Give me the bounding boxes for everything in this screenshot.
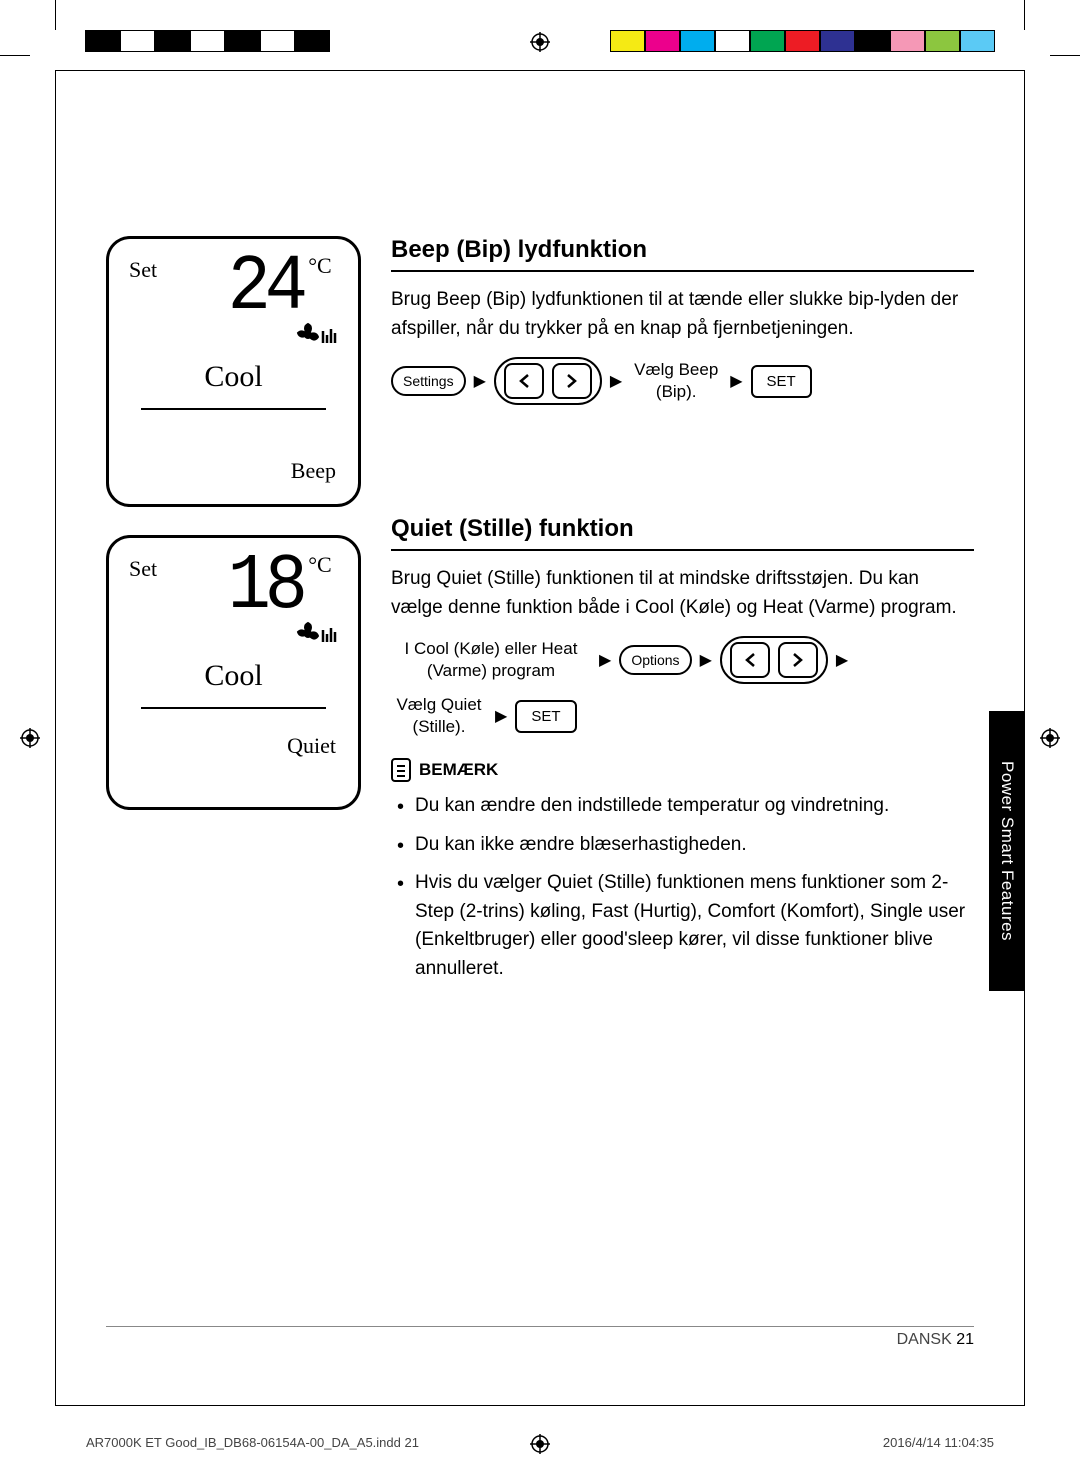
nav-buttons[interactable] — [720, 636, 828, 684]
note-item: Hvis du vælger Quiet (Stille) funktionen… — [397, 869, 974, 983]
page-footer: DANSK 21 — [897, 1331, 974, 1349]
instruction-flow: Settings ▶ ▶ Vælg Beep (Bip). ▶ SET — [391, 357, 974, 405]
section-title: Beep (Bip) lydfunktion — [391, 236, 974, 272]
side-tab: Power Smart Features — [989, 711, 1025, 991]
nav-buttons[interactable] — [494, 357, 602, 405]
arrow-icon: ▶ — [700, 650, 712, 670]
note-list: Du kan ændre den indstillede temperatur … — [391, 792, 974, 983]
registration-mark — [530, 32, 550, 52]
note-label: BEMÆRK — [419, 760, 498, 780]
registration-mark — [530, 1434, 550, 1454]
imprint-file: AR7000K ET Good_IB_DB68-06154A-00_DA_A5.… — [86, 1435, 419, 1450]
crop-mark — [55, 0, 56, 30]
section-body: Brug Quiet (Stille) funktionen til at mi… — [391, 565, 974, 622]
nav-right-icon[interactable] — [552, 363, 592, 399]
remote-display-quiet: Set 18 °C Cool Quiet — [106, 535, 361, 810]
right-column: Beep (Bip) lydfunktion Brug Beep (Bip) l… — [391, 236, 974, 1031]
flow-step-label: Vælg Quiet (Stille). — [391, 694, 487, 738]
set-button[interactable]: SET — [515, 700, 576, 733]
temperature-unit: °C — [308, 552, 331, 578]
footer-page-number: 21 — [956, 1331, 974, 1348]
crop-mark — [1024, 0, 1025, 30]
instruction-flow-1: I Cool (Køle) eller Heat (Varme) program… — [391, 636, 974, 684]
footer-lang: DANSK — [897, 1331, 952, 1348]
arrow-icon: ▶ — [599, 650, 611, 670]
color-bar-left — [85, 30, 330, 52]
temperature-unit: °C — [308, 253, 331, 279]
mode-label: Cool — [141, 659, 326, 709]
section-beep: Beep (Bip) lydfunktion Brug Beep (Bip) l… — [391, 236, 974, 405]
set-label: Set — [129, 257, 157, 283]
page-frame: Set 24 °C Cool Beep — [55, 70, 1025, 1406]
status-label: Beep — [129, 458, 338, 484]
side-tab-label: Power Smart Features — [997, 761, 1017, 941]
note-item: Du kan ændre den indstillede temperatur … — [397, 792, 974, 821]
section-quiet: Quiet (Stille) funktion Brug Quiet (Stil… — [391, 515, 974, 983]
note-icon — [391, 758, 411, 782]
settings-button[interactable]: Settings — [391, 366, 466, 396]
flow-step-label: I Cool (Køle) eller Heat (Varme) program — [391, 638, 591, 682]
mode-label: Cool — [141, 360, 326, 410]
temperature-value: 24 — [228, 254, 302, 321]
fan-icon — [296, 620, 338, 653]
section-title: Quiet (Stille) funktion — [391, 515, 974, 551]
nav-left-icon[interactable] — [504, 363, 544, 399]
arrow-icon: ▶ — [730, 371, 742, 391]
nav-right-icon[interactable] — [778, 642, 818, 678]
imprint-timestamp: 2016/4/14 11:04:35 — [883, 1435, 994, 1450]
status-label: Quiet — [129, 733, 338, 759]
arrow-icon: ▶ — [474, 371, 486, 391]
temperature-value: 18 — [228, 553, 302, 620]
crop-mark — [0, 55, 30, 56]
color-bar-right — [610, 30, 995, 52]
nav-left-icon[interactable] — [730, 642, 770, 678]
note-header: BEMÆRK — [391, 758, 974, 782]
crop-mark — [1050, 55, 1080, 56]
instruction-flow-2: Vælg Quiet (Stille). ▶ SET — [391, 694, 974, 738]
arrow-icon: ▶ — [495, 706, 507, 726]
registration-mark — [20, 728, 40, 748]
footer-rule — [106, 1326, 974, 1327]
remote-display-beep: Set 24 °C Cool Beep — [106, 236, 361, 507]
note-item: Du kan ikke ændre blæserhastigheden. — [397, 831, 974, 860]
set-button[interactable]: SET — [751, 365, 812, 398]
arrow-icon: ▶ — [836, 650, 848, 670]
arrow-icon: ▶ — [610, 371, 622, 391]
options-button[interactable]: Options — [619, 645, 691, 675]
section-body: Brug Beep (Bip) lydfunktionen til at tæn… — [391, 286, 974, 343]
set-label: Set — [129, 556, 157, 582]
registration-mark — [1040, 728, 1060, 748]
left-column: Set 24 °C Cool Beep — [106, 236, 361, 1031]
flow-step-label: Vælg Beep (Bip). — [630, 359, 722, 403]
fan-icon — [296, 321, 338, 354]
